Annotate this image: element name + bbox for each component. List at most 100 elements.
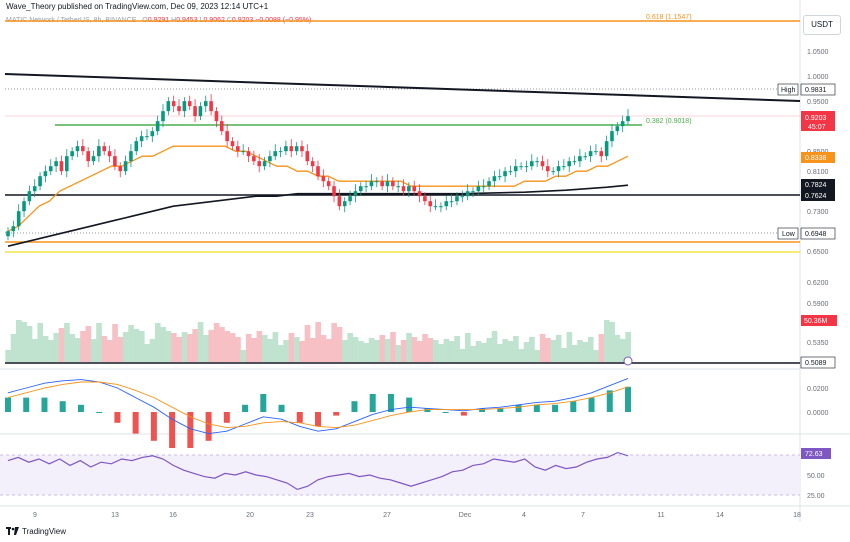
- svg-text:Low: Low: [782, 231, 796, 238]
- volume-bar: [598, 334, 605, 362]
- volume-bar: [208, 330, 215, 362]
- volume-bar: [416, 341, 423, 362]
- volume-bar: [272, 332, 279, 362]
- rsi-value-badge: 72.63: [801, 448, 831, 459]
- volume-bar: [513, 336, 519, 362]
- volume-bar: [32, 339, 38, 362]
- volume-bar: [491, 331, 498, 362]
- volume-bar: [411, 337, 418, 362]
- volume-bar: [326, 339, 332, 362]
- macd-histogram-bar: [278, 404, 285, 412]
- time-axis[interactable]: 9 13 16 20 23 27 Dec 4 7 11 14 18: [33, 512, 801, 519]
- volume-bar: [277, 345, 284, 362]
- volume-bar: [550, 340, 557, 362]
- volume-bar: [614, 335, 621, 362]
- candle-body: [278, 151, 283, 153]
- svg-text:72.63: 72.63: [805, 451, 823, 458]
- candle-body: [289, 146, 294, 152]
- ema50-line: [7, 145, 629, 232]
- candle-body: [107, 151, 112, 157]
- candle-body: [551, 171, 555, 173]
- volume-bar: [293, 337, 300, 362]
- volume-bar: [37, 323, 44, 362]
- volume-bar: [106, 340, 113, 362]
- candle-body: [32, 186, 37, 192]
- candle-body: [615, 126, 620, 132]
- volume-bar: [609, 322, 615, 362]
- volume-bar: [69, 334, 76, 362]
- candle-body: [22, 201, 26, 212]
- volume-bar: [481, 343, 487, 362]
- candle-body: [594, 151, 598, 153]
- candle-body: [583, 156, 588, 158]
- volume-floor-badge: 0.5089: [800, 356, 836, 369]
- price-tick-label: 1.0000: [807, 74, 829, 81]
- volume-bar: [379, 335, 386, 362]
- volume-bar: [42, 336, 49, 362]
- candle-body: [374, 181, 379, 183]
- volume-bar: [149, 339, 156, 362]
- volume-bar: [219, 327, 225, 362]
- macd-histogram-bar: [497, 408, 504, 412]
- volume-bar: [245, 334, 252, 362]
- volume-bar: [299, 341, 305, 362]
- svg-text:0.9203: 0.9203: [805, 115, 827, 122]
- volume-bar: [432, 340, 439, 362]
- volume-bar: [304, 325, 311, 362]
- volume-bar: [625, 332, 631, 362]
- candle-body: [113, 156, 117, 167]
- macd-layer: [5, 377, 631, 448]
- footer-brand[interactable]: TradingView: [6, 527, 66, 536]
- candle-body: [139, 136, 144, 142]
- volume-bar: [26, 326, 33, 362]
- volume-bar: [518, 349, 525, 362]
- candle-body: [321, 176, 326, 182]
- volume-bar: [358, 341, 364, 362]
- descending-trendline[interactable]: [4, 73, 801, 102]
- macd-histogram-bar: [114, 412, 121, 423]
- macd-line: [7, 377, 629, 435]
- macd-histogram-bar: [460, 412, 467, 416]
- macd-histogram-bar: [515, 404, 522, 412]
- macd-axis[interactable]: 0.0200 0.0000: [807, 386, 829, 417]
- volume-badge: 50.36M: [801, 315, 837, 326]
- time-tick-label: 4: [522, 512, 526, 519]
- volume-bar: [545, 338, 551, 362]
- volume-bar: [593, 350, 599, 362]
- volume-bar: [192, 329, 199, 362]
- alert-marker-icon[interactable]: [623, 356, 633, 366]
- candle-body: [604, 141, 609, 157]
- macd-histogram-bar: [552, 404, 559, 412]
- volume-bar: [539, 334, 546, 362]
- volume-bar: [374, 340, 380, 362]
- candle-body: [508, 171, 513, 173]
- macd-histogram-bar: [41, 397, 48, 412]
- candle-body: [187, 101, 192, 107]
- volume-bar: [213, 323, 220, 362]
- price-tick-label: 0.7300: [807, 209, 829, 216]
- low-badge: Low 0.6948: [777, 227, 836, 240]
- candle-body: [273, 151, 278, 157]
- macd-histogram-bar: [406, 397, 413, 412]
- volume-bar: [315, 322, 321, 362]
- volume-bar: [336, 327, 343, 362]
- candle-body: [465, 191, 470, 197]
- candle-body: [385, 181, 390, 187]
- volume-bar: [187, 334, 193, 362]
- macd-histogram-bar: [223, 412, 230, 423]
- tradingview-logo-icon: [6, 527, 19, 536]
- macd-histogram-bar: [479, 408, 486, 412]
- candle-body: [428, 201, 433, 207]
- volume-bar: [342, 340, 348, 362]
- svg-text:High: High: [781, 87, 796, 94]
- author-line: Wave_Theory published on TradingView.com…: [6, 2, 269, 11]
- volume-bar: [534, 350, 541, 362]
- rsi-band: [0, 455, 800, 495]
- volume-bar: [235, 337, 241, 362]
- time-tick-label: 23: [306, 512, 314, 519]
- currency-button[interactable]: USDT: [803, 15, 841, 35]
- time-tick-label: 20: [246, 512, 254, 519]
- candle-body: [70, 151, 74, 157]
- rsi-axis[interactable]: 50.00 25.00: [807, 473, 825, 500]
